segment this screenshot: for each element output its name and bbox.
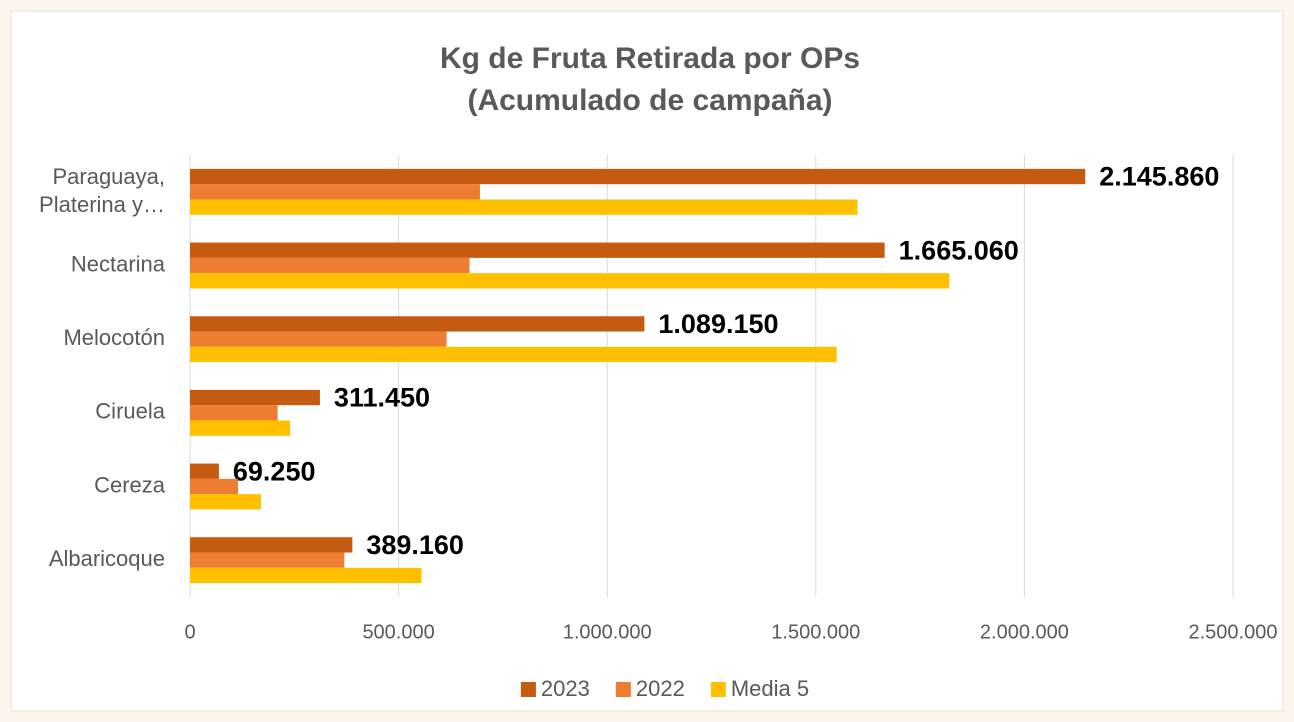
bar bbox=[190, 199, 858, 215]
y-tick-label: Nectarina bbox=[71, 251, 166, 276]
x-tick-label: 2.500.000 bbox=[1189, 621, 1278, 643]
y-tick-label: Melocotón bbox=[63, 325, 165, 350]
legend-swatch bbox=[710, 682, 726, 697]
y-tick-label: Ciruela bbox=[95, 399, 165, 424]
x-tick-label: 2.000.000 bbox=[980, 621, 1069, 643]
bar bbox=[190, 316, 645, 332]
legend-label: 2023 bbox=[541, 676, 590, 701]
y-tick-label: Paraguaya, Platerina y… bbox=[39, 164, 165, 217]
data-label: 389.160 bbox=[366, 530, 464, 560]
data-label: 1.089.150 bbox=[658, 309, 778, 339]
bar bbox=[190, 346, 837, 363]
data-label: 1.665.060 bbox=[899, 235, 1019, 265]
y-tick-label: Cereza bbox=[94, 472, 166, 497]
chart-title: Kg de Fruta Retirada por OPs bbox=[440, 42, 860, 75]
bar bbox=[190, 405, 278, 421]
bar bbox=[190, 257, 470, 274]
data-label: 2.145.860 bbox=[1099, 162, 1219, 192]
x-tick-label: 500.000 bbox=[362, 621, 434, 643]
bar bbox=[190, 478, 238, 495]
bar bbox=[190, 537, 353, 553]
legend-label: Media 5 bbox=[731, 676, 809, 701]
bar bbox=[190, 273, 950, 289]
bar bbox=[190, 331, 447, 347]
legend-label: 2022 bbox=[636, 676, 685, 701]
bar bbox=[190, 463, 219, 479]
bar bbox=[190, 389, 320, 406]
legend-swatch bbox=[615, 682, 631, 697]
x-tick-label: 1.000.000 bbox=[563, 621, 652, 643]
bar bbox=[190, 420, 291, 436]
bar bbox=[190, 567, 422, 584]
data-label: 311.450 bbox=[334, 383, 430, 413]
bar bbox=[190, 494, 261, 510]
x-tick-label: 0 bbox=[184, 621, 195, 643]
data-label: 69.250 bbox=[233, 456, 316, 486]
x-tick-label: 1.500.000 bbox=[771, 621, 860, 643]
bar bbox=[190, 168, 1086, 185]
bar bbox=[190, 184, 480, 200]
y-tick-label: Albaricoque bbox=[49, 546, 165, 571]
chart-subtitle: (Acumulado de campaña) bbox=[467, 84, 832, 117]
legend-swatch bbox=[520, 682, 536, 697]
bar bbox=[190, 552, 345, 568]
bar bbox=[190, 242, 885, 258]
